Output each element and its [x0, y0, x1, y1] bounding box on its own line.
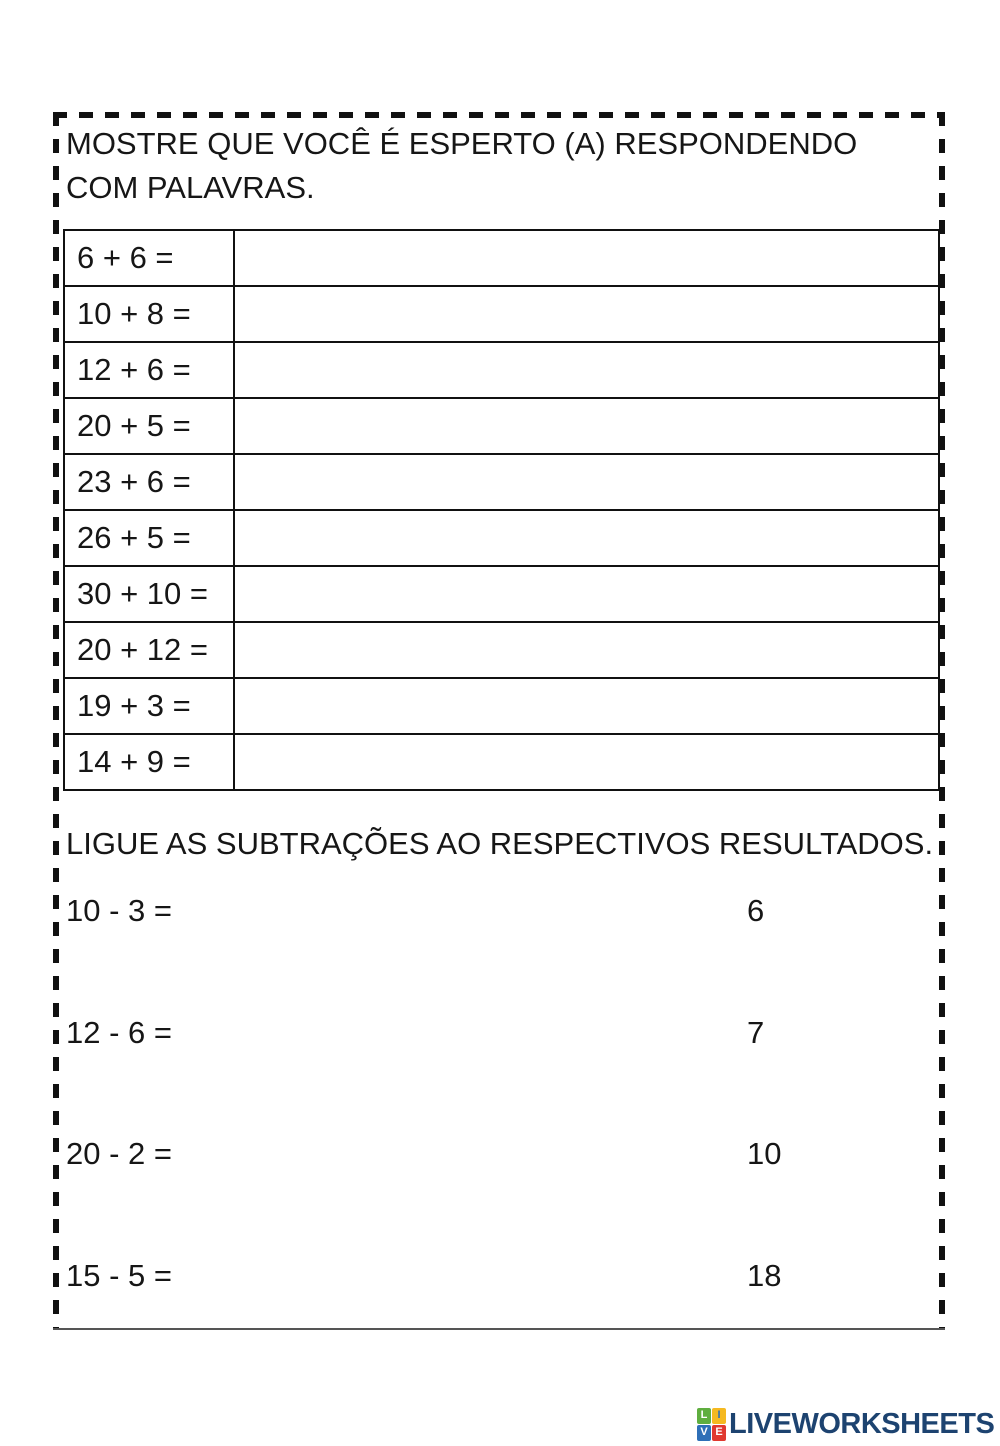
match-pair-row: 10 - 3 = 6: [0, 893, 1000, 931]
table-row: 20 + 5 =: [63, 397, 940, 455]
dashed-border-right: [939, 112, 945, 1329]
expression-label: 14 + 9 =: [63, 733, 235, 791]
expression-label: 30 + 10 =: [63, 565, 235, 623]
match-expression[interactable]: 15 - 5 =: [66, 1258, 172, 1293]
dashed-border-top: [53, 112, 945, 118]
table-row: 20 + 12 =: [63, 621, 940, 679]
match-result[interactable]: 7: [747, 1015, 765, 1050]
answer-cell[interactable]: [233, 341, 940, 399]
match-result[interactable]: 10: [747, 1136, 782, 1171]
table-row: 10 + 8 =: [63, 285, 940, 343]
match-expression[interactable]: 20 - 2 =: [66, 1136, 172, 1171]
table-row: 30 + 10 =: [63, 565, 940, 623]
dashed-border-left: [53, 112, 59, 1329]
table-row: 19 + 3 =: [63, 677, 940, 735]
expression-label: 6 + 6 =: [63, 229, 235, 287]
expression-label: 12 + 6 =: [63, 341, 235, 399]
table-row: 26 + 5 =: [63, 509, 940, 567]
answer-cell[interactable]: [233, 397, 940, 455]
answer-cell[interactable]: [233, 285, 940, 343]
match-result[interactable]: 18: [747, 1258, 782, 1293]
addition-section-title: MOSTRE QUE VOCÊ É ESPERTO (A) RESPONDEND…: [66, 126, 858, 205]
table-row: 12 + 6 =: [63, 341, 940, 399]
answer-cell[interactable]: [233, 621, 940, 679]
table-row: 14 + 9 =: [63, 733, 940, 791]
matching-section-title: LIGUE AS SUBTRAÇÕES AO RESPECTIVOS RESUL…: [66, 826, 934, 861]
brand-wordmark: LIVEWORKSHEETS: [729, 1407, 995, 1440]
logo-letter-i: I: [712, 1407, 726, 1424]
answer-cell[interactable]: [233, 229, 940, 287]
logo-letter-v: V: [697, 1424, 711, 1441]
addition-table: 6 + 6 = 10 + 8 = 12 + 6 = 20 + 5 = 23 + …: [63, 229, 940, 791]
expression-label: 26 + 5 =: [63, 509, 235, 567]
expression-label: 19 + 3 =: [63, 677, 235, 735]
expression-label: 23 + 6 =: [63, 453, 235, 511]
expression-label: 10 + 8 =: [63, 285, 235, 343]
liveworksheets-logo-link[interactable]: L I V E LIVEWORKSHEETS: [697, 1405, 995, 1443]
match-pair-row: 12 - 6 = 7: [0, 1015, 1000, 1053]
answer-cell[interactable]: [233, 453, 940, 511]
logo-letter-l: L: [697, 1407, 711, 1424]
table-row: 6 + 6 =: [63, 229, 940, 287]
match-pair-row: 15 - 5 = 18: [0, 1258, 1000, 1296]
liveworksheets-grid-icon: L I V E: [697, 1407, 726, 1441]
match-expression[interactable]: 12 - 6 =: [66, 1015, 172, 1050]
answer-cell[interactable]: [233, 509, 940, 567]
logo-letter-e: E: [712, 1424, 726, 1441]
table-row: 23 + 6 =: [63, 453, 940, 511]
frame-bottom-line: [53, 1328, 945, 1330]
expression-label: 20 + 5 =: [63, 397, 235, 455]
expression-label: 20 + 12 =: [63, 621, 235, 679]
match-result[interactable]: 6: [747, 893, 765, 928]
answer-cell[interactable]: [233, 677, 940, 735]
answer-cell[interactable]: [233, 733, 940, 791]
answer-cell[interactable]: [233, 565, 940, 623]
match-pair-row: 20 - 2 = 10: [0, 1136, 1000, 1174]
match-expression[interactable]: 10 - 3 =: [66, 893, 172, 928]
